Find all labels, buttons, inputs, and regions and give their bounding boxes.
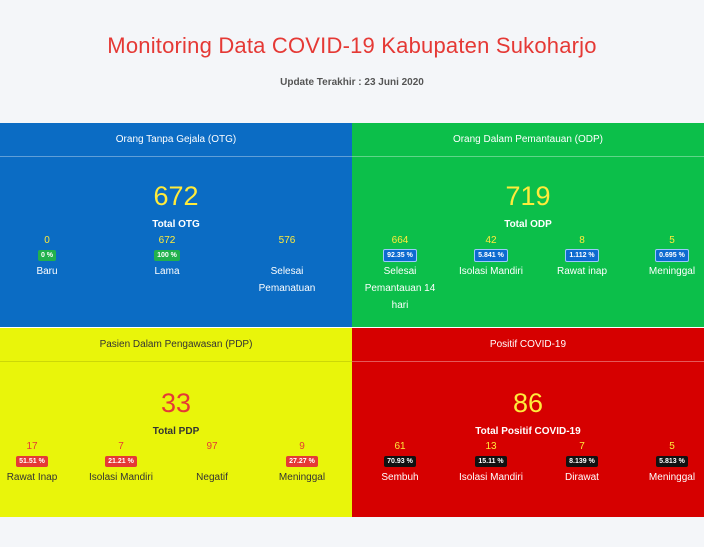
stat-value: 664 <box>391 235 409 246</box>
last-update-text: Update Terakhir : 23 Juni 2020 <box>280 77 424 88</box>
stat-label: Isolasi Mandiri <box>459 472 523 483</box>
stat-label: Selesai Pemantauan 14 hari <box>364 266 436 311</box>
pdp-stat-negatif: 97 Negatif <box>172 440 252 486</box>
stat-value: 42 <box>485 235 497 246</box>
stat-percent-badge: 1.112 % <box>565 248 599 262</box>
stat-value: 7 <box>579 441 585 452</box>
odp-stat-isolasi: 42 5.841 % Isolasi Mandiri <box>451 234 531 280</box>
pdp-stat-isolasi: 7 21.21 % Isolasi Mandiri <box>81 440 161 486</box>
odp-total-label: Total ODP <box>504 219 552 230</box>
stat-label: Baru <box>36 266 58 277</box>
stat-label: Dirawat <box>565 472 599 483</box>
stat-label: Isolasi Mandiri <box>459 266 523 277</box>
stat-label: Meninggal <box>648 266 696 277</box>
stat-value: 8 <box>579 235 585 246</box>
positif-stat-dirawat: 7 8.139 % Dirawat <box>542 440 622 486</box>
positif-stat-isolasi: 13 15.11 % Isolasi Mandiri <box>451 440 531 486</box>
odp-stat-selesai: 664 92.35 % Selesai Pemantauan 14 hari <box>360 234 440 314</box>
otg-stat-lama: 672 100 % Lama <box>127 234 207 280</box>
stat-label: Lama <box>154 266 180 277</box>
positif-total-number: 86 <box>512 388 544 418</box>
stat-percent-badge: 8.139 % <box>566 455 598 467</box>
pdp-total-label: Total PDP <box>152 426 200 437</box>
stat-percent-badge: 0 % <box>37 249 57 261</box>
otg-total-number: 672 <box>153 181 199 211</box>
stat-label: Negatif <box>196 472 228 483</box>
stat-percent-badge: 92.35 % <box>383 248 417 262</box>
stat-percent-badge: 5.841 % <box>474 248 508 262</box>
odp-stat-rawat: 8 1.112 % Rawat inap <box>542 234 622 280</box>
stat-value: 672 <box>158 235 176 246</box>
otg-panel: Orang Tanpa Gejala (OTG) 672 Total OTG 0… <box>0 123 352 327</box>
otg-stat-selesai: 576 Selesai Pemanatuan <box>247 234 327 297</box>
pdp-total-number: 33 <box>160 388 192 418</box>
positif-total-label: Total Positif COVID-19 <box>475 426 581 437</box>
stat-percent-badge: 100 % <box>154 249 180 261</box>
stat-label: Sembuh <box>381 472 419 483</box>
stat-value: 17 <box>26 441 38 452</box>
stat-label: Meninggal <box>278 472 326 483</box>
odp-total-number: 719 <box>505 181 551 211</box>
stat-value: 5 <box>669 235 675 246</box>
odp-panel: Orang Dalam Pemantauan (ODP) 719 Total O… <box>352 123 704 327</box>
stat-label: Meninggal <box>648 472 696 483</box>
page-header: Monitoring Data COVID-19 Kabupaten Sukoh… <box>0 0 704 123</box>
pdp-panel: Pasien Dalam Pengawasan (PDP) 33 Total P… <box>0 327 352 517</box>
pdp-heading: Pasien Dalam Pengawasan (PDP) <box>0 328 352 362</box>
stat-percent-badge: 21.21 % <box>105 455 137 467</box>
stat-value: 9 <box>299 441 305 452</box>
positif-stat-sembuh: 61 70.93 % Sembuh <box>360 440 440 486</box>
stat-percent-badge: 27.27 % <box>286 455 318 467</box>
odp-heading: Orang Dalam Pemantauan (ODP) <box>352 123 704 157</box>
positif-stat-meninggal: 5 5.813 % Meninggal <box>632 440 704 486</box>
stat-percent-badge: 0.695 % <box>655 248 689 262</box>
stat-value: 576 <box>278 235 296 246</box>
stat-label: Isolasi Mandiri <box>89 472 153 483</box>
stat-value: 97 <box>206 441 218 452</box>
otg-heading: Orang Tanpa Gejala (OTG) <box>0 123 352 157</box>
stat-label: Selesai Pemanatuan <box>258 266 316 294</box>
stat-value: 13 <box>485 441 497 452</box>
stat-percent-badge: 15.11 % <box>475 455 507 467</box>
stat-percent-badge: 51.51 % <box>16 455 48 467</box>
stat-label: Rawat Inap <box>6 472 58 483</box>
pdp-stat-meninggal: 9 27.27 % Meninggal <box>262 440 342 486</box>
stat-value: 5 <box>669 441 675 452</box>
stat-value: 61 <box>394 441 406 452</box>
otg-total-label: Total OTG <box>152 219 200 230</box>
stat-value: 7 <box>118 441 124 452</box>
stat-percent-badge: 70.93 % <box>384 455 416 467</box>
stat-percent-badge: 5.813 % <box>656 455 688 467</box>
page-title: Monitoring Data COVID-19 Kabupaten Sukoh… <box>107 33 597 58</box>
odp-stat-meninggal: 5 0.695 % Meninggal <box>632 234 704 280</box>
otg-stat-baru: 0 0 % Baru <box>7 234 87 280</box>
stat-label: Rawat inap <box>556 266 608 277</box>
positif-heading: Positif COVID-19 <box>352 328 704 362</box>
positif-panel: Positif COVID-19 86 Total Positif COVID-… <box>352 327 704 517</box>
stat-value: 0 <box>44 235 50 246</box>
pdp-stat-rawat: 17 51.51 % Rawat Inap <box>0 440 72 486</box>
